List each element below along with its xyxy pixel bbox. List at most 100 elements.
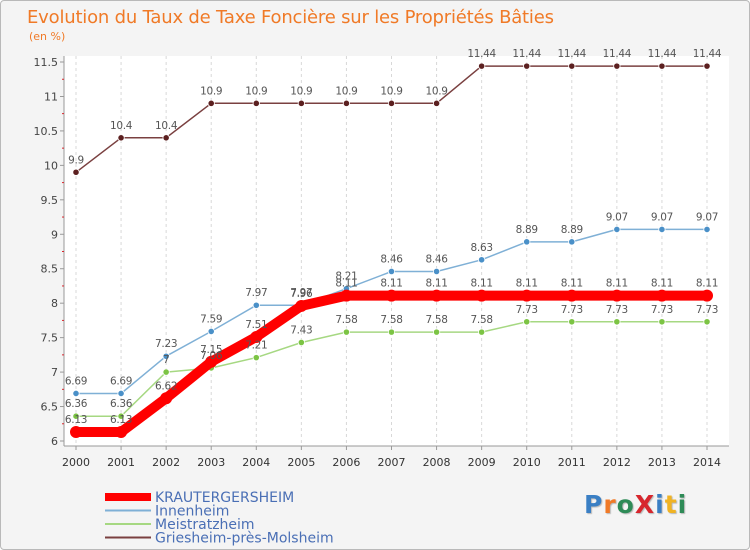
data-point	[701, 289, 713, 302]
data-point	[72, 412, 80, 420]
series-griesheim-pr-s-molsheim	[72, 62, 711, 176]
logo-letter: i	[655, 490, 665, 519]
data-point	[342, 99, 351, 107]
x-tick-label: 2012	[603, 456, 631, 469]
y-tick-label: 8	[51, 297, 58, 310]
grid-layer	[64, 56, 729, 446]
data-point	[568, 238, 576, 246]
data-label: 10.9	[200, 85, 222, 97]
data-label: 10.9	[290, 85, 312, 97]
logo-letter: t	[664, 490, 678, 519]
data-label: 10.9	[380, 85, 402, 97]
data-point	[387, 99, 396, 107]
data-point	[520, 289, 533, 302]
data-point	[658, 225, 666, 234]
data-point	[160, 392, 173, 405]
y-tick-label: 11.5	[34, 56, 59, 69]
y-tick-label: 11	[44, 90, 58, 103]
data-point	[568, 318, 576, 326]
data-point	[207, 327, 215, 336]
data-point	[703, 225, 711, 234]
y-tick-label: 7	[51, 366, 58, 379]
label-layer: 6.13 6.13 6.62 7.15 7.51 7.96 8.11 8.11 8.11 8.11…	[65, 48, 722, 426]
data-label: 11.44	[512, 48, 541, 60]
data-point	[70, 426, 82, 439]
logo-letter: r	[603, 490, 617, 519]
y-tick-label: 8.5	[41, 263, 59, 276]
data-label: 7.73	[561, 304, 583, 316]
x-tick-label: 2004	[242, 456, 270, 469]
x-tick-label: 2002	[152, 456, 180, 469]
data-point	[703, 318, 711, 326]
data-point	[342, 328, 351, 336]
x-tick-label: 2007	[378, 456, 406, 469]
y-tick-label: 6	[51, 435, 58, 448]
legend-label: Griesheim-près-Molsheim	[155, 531, 334, 547]
data-label: 6.69	[110, 375, 132, 387]
x-tick-label: 2010	[513, 456, 541, 469]
data-label: 8.89	[516, 224, 538, 236]
legend-label: KRAUTERGERSHEIM	[155, 490, 294, 506]
data-point	[523, 62, 531, 70]
data-label: 9.07	[651, 211, 673, 223]
data-label: 7.23	[155, 338, 177, 350]
data-label: 10.9	[245, 85, 267, 97]
series-krautergersheim	[70, 289, 713, 439]
data-point	[565, 289, 578, 302]
data-point	[117, 389, 125, 398]
data-label: 8.11	[561, 278, 583, 290]
data-label: 7.06	[200, 350, 223, 362]
data-label: 7.96	[290, 288, 313, 300]
data-point	[523, 318, 531, 326]
data-point	[430, 289, 443, 302]
data-label: 11.44	[558, 48, 587, 60]
legend: KRAUTERGERSHEIMInnenheimMeistratzheimGri…	[105, 490, 334, 547]
data-point	[385, 289, 398, 302]
data-label: 8.11	[651, 278, 673, 290]
data-point	[252, 301, 260, 309]
data-label: 7.15	[200, 344, 222, 356]
data-point	[610, 289, 623, 302]
data-point	[207, 99, 215, 107]
y-tick-label: 9	[51, 228, 58, 241]
data-label: 8.11	[516, 278, 538, 290]
y-tick-label: 9.5	[41, 194, 59, 207]
data-label: 6.69	[65, 375, 87, 387]
x-tick-label: 2003	[197, 456, 225, 469]
data-label: 10.9	[425, 85, 447, 97]
data-point	[432, 99, 441, 107]
data-label: 7.59	[200, 313, 222, 325]
data-label: 9.9	[68, 154, 84, 166]
x-tick-label: 2001	[107, 456, 135, 469]
data-label: 7.97	[290, 287, 312, 299]
data-point	[432, 267, 441, 276]
data-label: 8.11	[380, 278, 402, 290]
data-point	[523, 238, 531, 246]
data-point	[478, 256, 486, 264]
unit-label: (en %)	[29, 30, 66, 43]
data-label: 7.73	[516, 304, 538, 316]
proxiti-logo: ProXiti	[584, 490, 687, 519]
data-label: 8.11	[471, 278, 493, 290]
data-point	[655, 289, 668, 302]
y-tick-label: 10	[44, 159, 58, 172]
data-label: 7.58	[335, 314, 357, 326]
data-label: 11.44	[693, 48, 722, 60]
data-point	[252, 354, 260, 362]
data-point	[658, 62, 666, 70]
x-tick-label: 2005	[287, 456, 315, 469]
y-tick-label: 10.5	[34, 125, 59, 138]
data-point	[117, 134, 125, 142]
data-label: 8.11	[335, 278, 357, 290]
data-point	[703, 62, 711, 70]
x-tick-label: 2000	[62, 456, 90, 469]
data-label: 7.43	[290, 324, 312, 336]
data-point	[478, 328, 486, 336]
series-meistratzheim	[72, 318, 711, 420]
logo-letter: P	[584, 490, 604, 519]
y-tick-label: 7.5	[41, 332, 59, 345]
data-label: 7.73	[651, 304, 673, 316]
data-label: 8.21	[335, 271, 357, 283]
